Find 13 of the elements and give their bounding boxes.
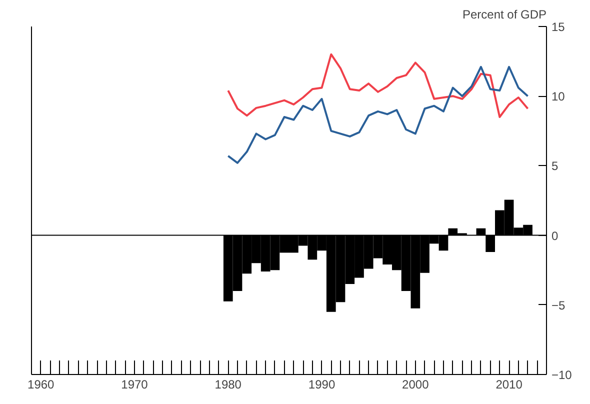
y-axis-title: Percent of GDP [462, 8, 547, 22]
y-tick-label: 5 [552, 159, 558, 174]
x-tick-label: 2010 [496, 378, 523, 392]
x-tick-label: 2000 [402, 378, 430, 392]
y-tick-label: 15 [552, 20, 566, 34]
x-tick-label: 1980 [214, 378, 242, 392]
y-tick-label: −5 [552, 298, 566, 312]
x-tick-label: 1990 [308, 378, 336, 392]
y-tick-label: 0 [552, 228, 558, 243]
y-tick-label: −10 [552, 368, 572, 382]
y-tick-label: 10 [552, 90, 566, 104]
x-tick-label: 1970 [121, 378, 148, 392]
x-tick-label: 1960 [28, 378, 55, 392]
